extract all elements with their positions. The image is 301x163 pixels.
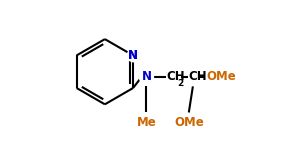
Text: CH: CH [167,70,185,83]
Text: N: N [128,49,138,62]
Text: CH: CH [189,70,207,83]
Text: Me: Me [137,116,156,129]
Text: 2: 2 [177,79,183,88]
Text: N: N [128,49,138,62]
Text: OMe: OMe [174,116,204,129]
Text: N: N [141,70,151,83]
Text: OMe: OMe [206,70,236,83]
